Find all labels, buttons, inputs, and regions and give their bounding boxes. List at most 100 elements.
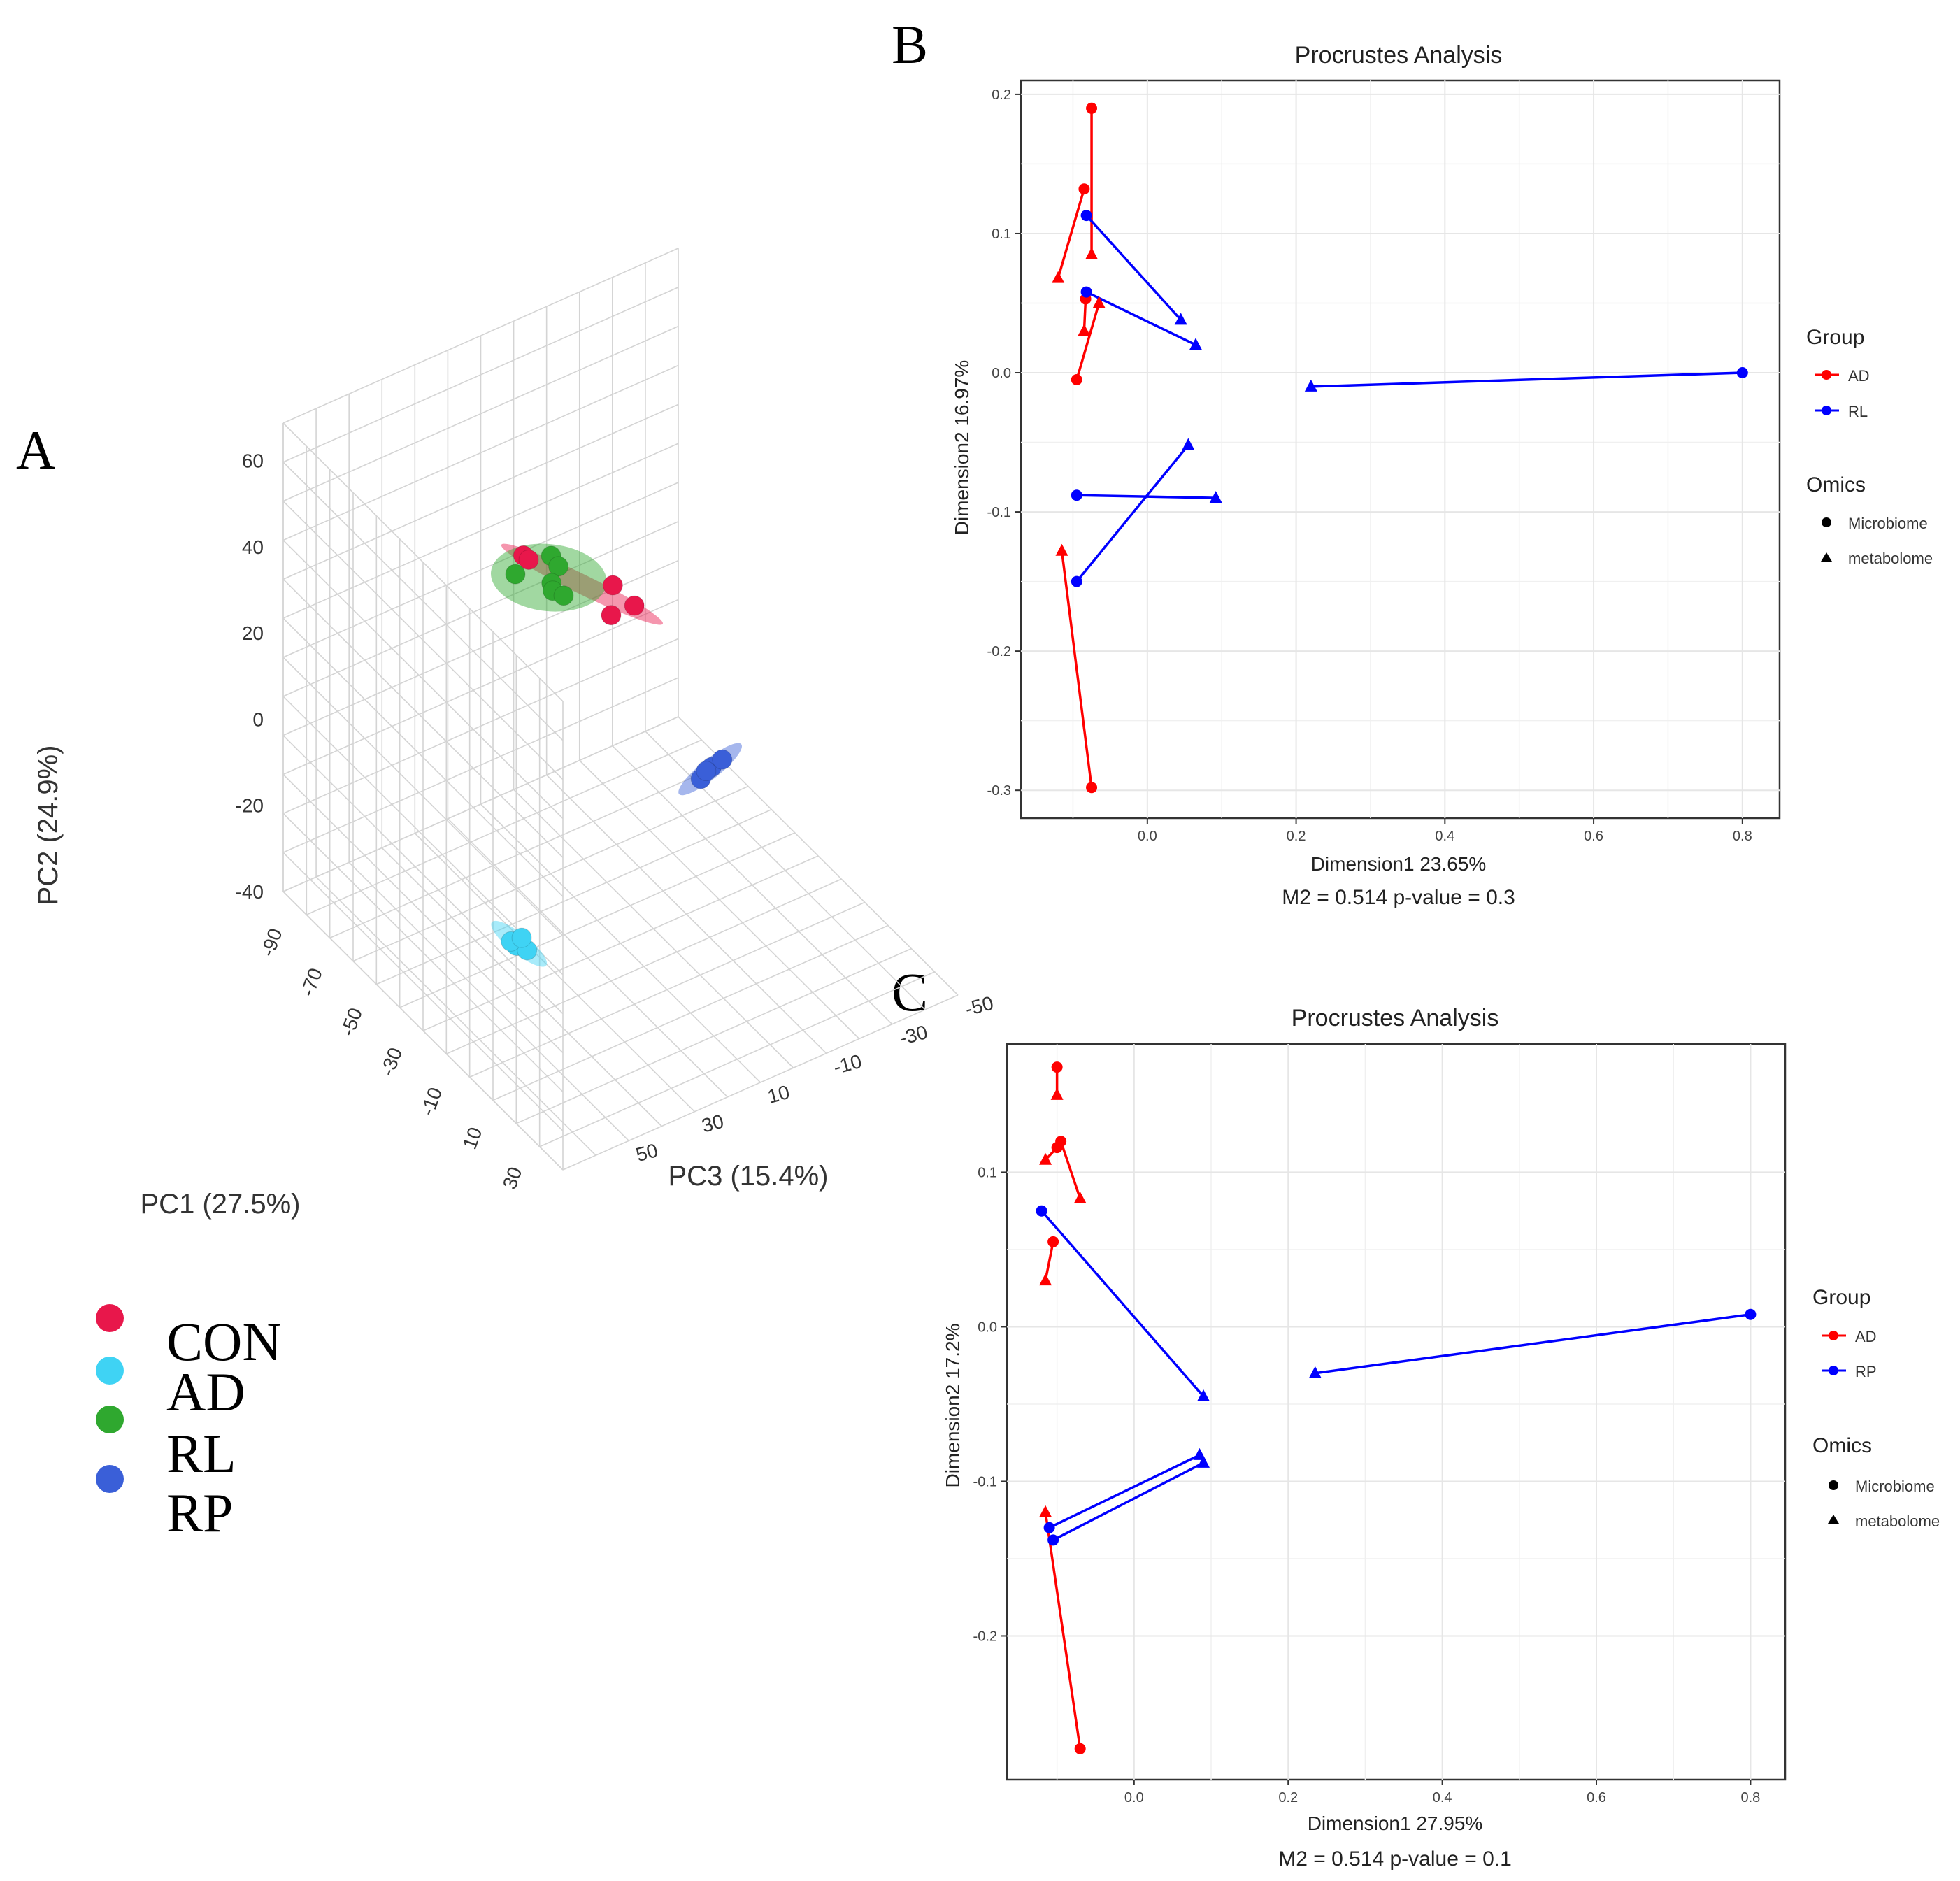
metabolome-point-rp — [1308, 1366, 1322, 1378]
point-con — [602, 575, 623, 596]
x-tick-label: 0.2 — [1287, 829, 1306, 844]
pc2-tick: -20 — [236, 795, 264, 817]
legend-con-label: CON — [166, 1311, 282, 1372]
metabolome-point-rl — [1209, 491, 1222, 503]
point-rp — [712, 749, 733, 770]
pc3-tick: 10 — [765, 1081, 792, 1108]
pc3-tick: -50 — [963, 992, 996, 1020]
microbiome-point-rp — [1047, 1534, 1059, 1546]
pca-axis-pc2-label: PC2 (24.9%) — [33, 745, 64, 906]
microbiome-point-rl — [1071, 575, 1082, 587]
x-tick-label: 0.0 — [1138, 829, 1157, 844]
pca-axis-pc1-label: PC1 (27.5%) — [141, 1189, 301, 1220]
y-tick-label: 0.0 — [992, 366, 1011, 381]
legend-metabolome-triangle — [1828, 1515, 1839, 1524]
pca-axis-pc3-label: PC3 (15.4%) — [668, 1161, 829, 1192]
x-tick-label: 0.0 — [1124, 1790, 1144, 1805]
metabolome-point-rl — [1174, 313, 1187, 325]
legend-omics-title: Omics — [1806, 473, 1866, 496]
procrustes-rl-panel: Procrustes Analysis 0.0 0.2 0.4 0.6 0.80.20.… — [951, 42, 1933, 909]
panel-label-b: B — [892, 14, 928, 75]
point-rl — [548, 556, 569, 577]
y-tick-label: -0.2 — [987, 644, 1011, 659]
pc1-tick: -70 — [296, 965, 327, 999]
microbiome-point-ad — [1078, 183, 1090, 195]
legend-ad-label: AD — [166, 1361, 245, 1422]
pc2-tick: 40 — [242, 536, 264, 558]
x-tick-label: 0.2 — [1278, 1790, 1298, 1805]
procrustes-segment-rp — [1052, 1461, 1204, 1541]
legend-ad-dot — [1829, 1331, 1838, 1340]
legend-rl-marker — [96, 1406, 124, 1433]
procrustes-rl-plot-area — [1020, 79, 1781, 820]
legend-rl-label: RL — [166, 1423, 236, 1484]
pc3-tick: -10 — [831, 1050, 864, 1078]
grid-line — [645, 731, 926, 1010]
pca-points — [501, 545, 733, 961]
y-tick-label: -0.1 — [973, 1474, 997, 1489]
grid-line — [282, 287, 679, 463]
microbiome-point-rp — [1036, 1205, 1047, 1217]
pc1-tick: -90 — [257, 926, 287, 960]
procrustes-rp-ticks: 0.0 0.2 0.4 0.6 0.8 0.1 0.0 -0.1 -0.2 — [973, 1165, 1761, 1805]
pc1-tick: 10 — [459, 1124, 487, 1152]
pc3-tick: 50 — [634, 1139, 660, 1166]
procrustes-segment-rp — [1315, 1313, 1751, 1375]
ellipse-con — [501, 543, 663, 625]
grid-line — [469, 901, 865, 1078]
microbiome-point-ad — [1051, 1061, 1063, 1073]
pc2-tick: 20 — [242, 622, 264, 644]
y-tick-label: 0.2 — [992, 87, 1011, 103]
procrustes-rl-markers — [1052, 102, 1748, 794]
procrustes-rl-gridlines — [1021, 80, 1780, 818]
procrustes-segment-ad — [1075, 303, 1101, 380]
pc1-tick: -30 — [376, 1045, 406, 1079]
grid-line — [282, 501, 564, 780]
legend-ad-text: AD — [1848, 367, 1870, 385]
legend-omics-title: Omics — [1812, 1434, 1872, 1457]
microbiome-point-ad — [1071, 373, 1082, 385]
y-tick-label: 0.1 — [978, 1165, 997, 1180]
legend-ad-text: AD — [1855, 1328, 1877, 1345]
metabolome-point-ad — [1073, 1192, 1087, 1204]
procrustes-rl-legend: Group AD RL Omics Microbiome metabolome — [1806, 326, 1933, 567]
metabolome-point-ad — [1039, 1505, 1052, 1517]
metabolome-point-rp — [1197, 1389, 1210, 1401]
microbiome-point-ad — [1047, 1236, 1059, 1247]
procrustes-segment-ad — [1057, 188, 1086, 279]
metabolome-point-ad — [1039, 1152, 1052, 1165]
y-tick-label: -0.1 — [987, 505, 1011, 520]
pc3-tick: -30 — [897, 1021, 930, 1049]
grid-line — [579, 759, 860, 1040]
pc2-tick: 60 — [242, 450, 264, 472]
legend-microbiome-dot — [1822, 517, 1831, 527]
legend-con-marker — [96, 1304, 124, 1332]
microbiome-point-ad — [1051, 1142, 1063, 1154]
metabolome-point-rl — [1182, 438, 1195, 450]
legend-microbiome-text: Microbiome — [1855, 1478, 1935, 1495]
pca-legend: CON AD RL RP — [96, 1304, 282, 1543]
panel-label-a: A — [16, 420, 55, 480]
legend-metabolome-text: metabolome — [1848, 550, 1933, 567]
legend-rp-marker — [96, 1465, 124, 1493]
pc2-tick: -40 — [236, 881, 264, 903]
point-ad — [511, 927, 532, 948]
metabolome-point-ad — [1052, 271, 1065, 283]
x-tick-label: 0.8 — [1741, 1790, 1761, 1805]
legend-microbiome-dot — [1829, 1480, 1838, 1490]
legend-ad-marker — [96, 1357, 124, 1385]
panel-label-c: C — [892, 961, 928, 1022]
pc3-tick: 30 — [699, 1110, 726, 1137]
microbiome-point-rp — [1745, 1308, 1757, 1320]
procrustes-rp-title: Procrustes Analysis — [1292, 1005, 1499, 1031]
procrustes-segment-rp — [1040, 1210, 1205, 1398]
y-tick-label: 0.0 — [978, 1319, 997, 1335]
grid-line — [282, 422, 564, 702]
legend-microbiome-text: Microbiome — [1848, 515, 1928, 532]
y-tick-label: -0.3 — [987, 783, 1011, 799]
grid-line — [612, 745, 893, 1025]
procrustes-rp-plot-area — [1006, 1043, 1787, 1781]
legend-rp-label: RP — [166, 1482, 233, 1543]
procrustes-rl-stats: M2 = 0.514 p-value = 0.3 — [1282, 886, 1515, 909]
x-tick-label: 0.6 — [1587, 1790, 1606, 1805]
